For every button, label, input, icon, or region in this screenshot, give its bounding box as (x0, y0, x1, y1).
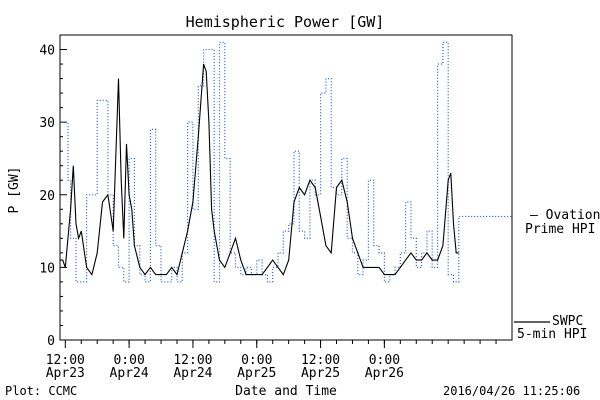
series-layer (60, 41, 512, 283)
legend-swpc-line1: SWPC (552, 314, 583, 329)
series-line-1 (60, 63, 459, 276)
y-tick-label: 20 (39, 189, 55, 204)
x-tick-label-time: 12:00 (46, 353, 85, 368)
y-axis: 0 10 20 30 40 (39, 44, 67, 349)
x-tick-label-date: Apr25 (301, 366, 340, 381)
x-tick-label-time: 12:00 (301, 353, 340, 368)
x-tick-label-time: 0:00 (369, 353, 400, 368)
footer-timestamp: 2016/04/26 11:25:06 (443, 384, 580, 398)
x-tick-label-time: 0:00 (113, 353, 144, 368)
plot-area (59, 34, 513, 341)
y-tick-label: 40 (39, 44, 55, 59)
x-tick-label-date: Apr23 (46, 366, 85, 381)
x-tick-label-date: Apr25 (237, 366, 276, 381)
x-tick-label-date: Apr26 (365, 366, 404, 381)
x-tick-label-date: Apr24 (110, 366, 149, 381)
legend-swpc-line2: 5-min HPI (517, 327, 587, 342)
legend-ovation-line1: — Ovation (530, 208, 600, 223)
chart-title: Hemispheric Power [GW] (186, 13, 385, 31)
legend-ovation-line2: Prime HPI (525, 222, 595, 237)
y-tick-label: 30 (39, 116, 55, 131)
y-tick-label: 10 (39, 261, 55, 276)
x-axis-label: Date and Time (235, 384, 337, 399)
x-tick-label-time: 0:00 (241, 353, 272, 368)
x-tick-label-date: Apr24 (173, 366, 212, 381)
x-tick-label-time: 12:00 (173, 353, 212, 368)
y-axis-label: P [GW] (7, 167, 22, 214)
plot-frame (59, 34, 513, 341)
legend: — Ovation Prime HPI SWPC 5-min HPI (514, 208, 600, 342)
y-tick-label: 0 (47, 334, 55, 349)
footer-plot-credit: Plot: CCMC (5, 384, 77, 398)
x-axis: 12:00Apr230:00Apr2412:00Apr240:00Apr2512… (46, 340, 497, 381)
series-line-0 (60, 41, 512, 283)
